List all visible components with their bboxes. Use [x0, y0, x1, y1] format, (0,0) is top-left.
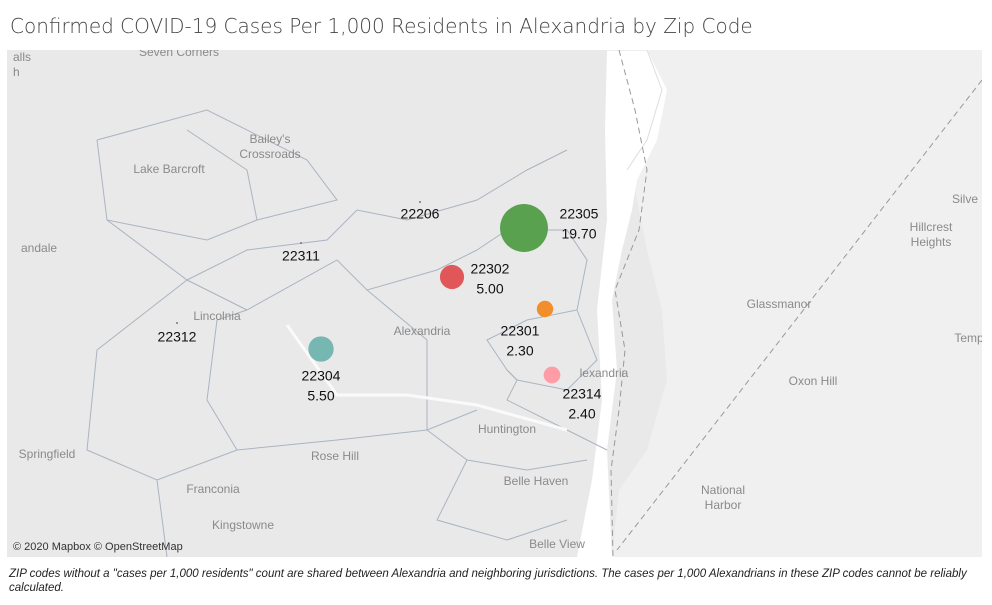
- place-label: h: [13, 65, 20, 79]
- land-east: [607, 50, 982, 557]
- place-label: Heights: [911, 235, 952, 249]
- place-label: alls: [13, 50, 31, 64]
- place-label: Bailey's: [250, 132, 291, 146]
- place-label: Crossroads: [239, 147, 300, 161]
- place-label: Harbor: [705, 498, 742, 512]
- value-label: 5.00: [476, 281, 503, 297]
- place-label: National: [701, 483, 745, 497]
- zip-label: 22311: [282, 248, 320, 264]
- place-label: Silve: [952, 192, 978, 206]
- zip-label: 22301: [501, 323, 540, 339]
- state-boundary: [610, 50, 648, 557]
- place-label: andale: [21, 241, 57, 255]
- place-label: Lincolnia: [193, 309, 241, 323]
- place-label: Huntington: [478, 422, 536, 436]
- zip-point: [176, 322, 178, 324]
- zip-bubble: [439, 264, 465, 290]
- value-label: 2.30: [506, 343, 533, 359]
- place-label: Lake Barcroft: [133, 162, 205, 176]
- place-label: Springfield: [19, 447, 76, 461]
- shore: [607, 50, 663, 171]
- zip-bubble: [308, 336, 334, 362]
- value-label: 2.40: [568, 406, 595, 422]
- zip-label: 22304: [302, 368, 341, 384]
- zip-label: 22305: [560, 206, 599, 222]
- attribution: © 2020 Mapbox © OpenStreetMap: [13, 541, 183, 553]
- road: [285, 324, 568, 432]
- map: © 2020 Mapbox © OpenStreetMap Seven Corn…: [7, 50, 982, 557]
- dc-boundary: [616, 79, 982, 551]
- place-label: Alexandria: [394, 324, 451, 338]
- zip-bubble: [543, 366, 561, 384]
- value-label: 19.70: [561, 226, 596, 242]
- place-label: Kingstowne: [212, 518, 274, 532]
- zip-label: 22314: [563, 386, 602, 402]
- zip-label: 22302: [471, 261, 510, 277]
- place-label: Rose Hill: [311, 449, 359, 463]
- place-label: Glassmanor: [747, 297, 812, 311]
- place-label: Seven Corners: [139, 50, 219, 59]
- river: [577, 50, 667, 557]
- zip-label: 22312: [158, 329, 197, 345]
- place-label: Belle View: [529, 537, 585, 551]
- place-label: Temp: [954, 331, 982, 345]
- zip-point: [419, 201, 421, 203]
- place-label: lexandria: [580, 366, 629, 380]
- place-label: Franconia: [186, 482, 240, 496]
- zip-label: 22206: [401, 206, 440, 222]
- value-label: 5.50: [307, 388, 334, 404]
- zip-bubble: [500, 204, 548, 252]
- place-label: Hillcrest: [910, 220, 953, 234]
- place-label: Oxon Hill: [789, 374, 838, 388]
- zip-point: [300, 242, 302, 244]
- zip-bubble: [536, 300, 554, 318]
- footnote: ZIP codes without a "cases per 1,000 res…: [9, 568, 967, 594]
- title: Confirmed COVID-19 Cases Per 1,000 Resid…: [10, 14, 753, 38]
- place-label: Belle Haven: [504, 474, 569, 488]
